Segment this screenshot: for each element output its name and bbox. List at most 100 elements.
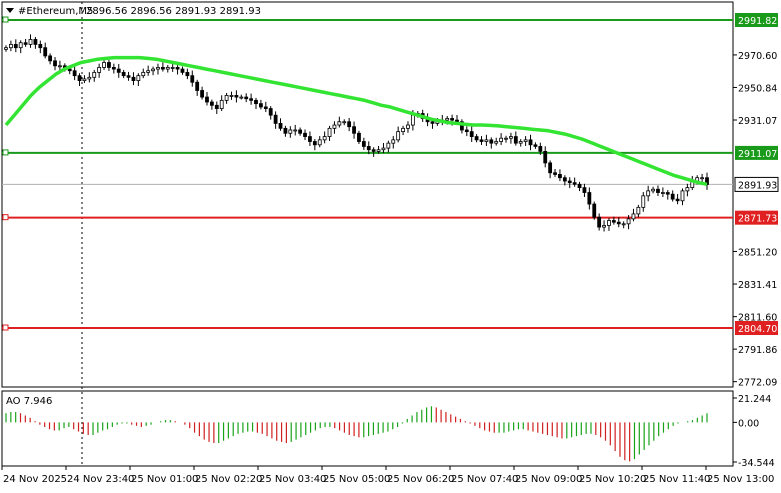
- x-tick-label: 24 Nov 23:40: [67, 474, 134, 485]
- candle-body: [631, 213, 636, 220]
- level-handle[interactable]: [2, 324, 9, 331]
- x-tick-label: 25 Nov 09:00: [515, 474, 582, 485]
- candle-body: [116, 68, 121, 73]
- level-price-tag: [735, 13, 778, 27]
- candle-body: [494, 141, 499, 144]
- candle-body: [283, 127, 288, 134]
- candle-body: [553, 172, 557, 175]
- candle-body: [28, 39, 33, 45]
- candle-body: [616, 221, 621, 225]
- candle-body: [97, 67, 102, 73]
- candle-body: [513, 136, 518, 144]
- ao-panel[interactable]: [1, 390, 734, 467]
- last-price-label: 2891.93: [738, 180, 777, 191]
- moving-average-series: [4, 55, 708, 187]
- candle-body: [111, 67, 116, 70]
- level-handle[interactable]: [2, 149, 9, 156]
- candle-body: [347, 121, 352, 128]
- candle-body: [268, 108, 273, 116]
- candle-body: [602, 225, 606, 228]
- y-tick-label: 2931.07: [738, 116, 777, 127]
- candle-body: [121, 71, 126, 77]
- level-price-tag: [735, 321, 778, 335]
- candle-body: [611, 220, 616, 223]
- candle-body: [376, 149, 381, 152]
- ao-tick-label: -34.544: [738, 458, 775, 469]
- symbol-dropdown-icon[interactable]: [6, 8, 14, 13]
- candle-body: [499, 137, 504, 142]
- candle-body: [543, 150, 548, 164]
- x-tick-label: 25 Nov 01:00: [131, 474, 198, 485]
- candle-body: [651, 188, 655, 192]
- candle-body: [244, 96, 249, 100]
- y-tick-label: 2791.86: [738, 345, 777, 356]
- candle-body: [175, 67, 180, 70]
- candle-body: [567, 180, 572, 184]
- candle-body: [469, 131, 474, 137]
- candle-body: [87, 76, 92, 80]
- horizontal-levels[interactable]: 2991.82 2911.07 2871.73 2804.70: [2, 13, 778, 335]
- candle-body: [410, 114, 415, 126]
- candle-body: [371, 149, 376, 152]
- level-handle[interactable]: [2, 16, 9, 23]
- candle-body: [582, 187, 587, 193]
- level-price-tag: [735, 145, 778, 160]
- candle-body: [205, 96, 209, 103]
- candle-body: [670, 193, 675, 200]
- candle-body: [136, 75, 141, 82]
- candle-body: [160, 67, 165, 70]
- candle-body: [646, 190, 651, 197]
- candle-body: [263, 106, 268, 109]
- candle-body: [391, 139, 396, 144]
- x-tick-label: 25 Nov 10:20: [579, 474, 646, 485]
- level-handle[interactable]: [2, 214, 9, 221]
- candle-body: [386, 142, 391, 149]
- x-tick-label: 25 Nov 03:40: [259, 474, 326, 485]
- candle-body: [278, 123, 283, 129]
- moving-average-line: [4, 55, 708, 187]
- ao-histogram-series: [5, 406, 708, 462]
- x-tick-label: 25 Nov 11:40: [643, 474, 710, 485]
- candle-body: [607, 220, 611, 226]
- candle-body: [396, 131, 401, 141]
- candle-body: [352, 126, 356, 134]
- candle-body: [58, 65, 62, 68]
- candle-body: [185, 71, 190, 77]
- x-tick-label: 25 Nov 05:00: [323, 474, 390, 485]
- candle-body: [621, 223, 626, 226]
- candle-body: [229, 95, 234, 97]
- candle-body: [685, 187, 690, 192]
- candle-body: [474, 136, 479, 141]
- candle-body: [675, 198, 680, 202]
- candle-body: [219, 99, 224, 109]
- level-price-tag: [735, 210, 778, 225]
- candle-body: [455, 119, 459, 123]
- x-tick-label: 25 Nov 07:40: [451, 474, 518, 485]
- candle-body: [572, 182, 577, 185]
- y-tick-label: 2851.20: [738, 247, 777, 258]
- candle-body: [597, 216, 602, 228]
- x-tick-label: 25 Nov 02:20: [195, 474, 262, 485]
- ohlc-values: 2896.56 2896.56 2891.93 2891.93: [86, 6, 261, 17]
- main-panel[interactable]: [1, 1, 734, 388]
- candle-body: [254, 99, 258, 105]
- level-price-label: 2991.82: [738, 16, 777, 27]
- ao-tick-label: 0.00: [738, 418, 759, 429]
- candle-body: [273, 114, 278, 124]
- candle-body: [538, 146, 543, 152]
- candle-body: [165, 67, 170, 70]
- candle-body: [401, 127, 405, 133]
- level-price-label: 2804.70: [738, 324, 777, 335]
- candle-body: [484, 139, 489, 142]
- candle-body: [322, 136, 327, 141]
- candle-body: [518, 141, 523, 144]
- candle-body: [156, 67, 160, 70]
- candle-body: [48, 55, 53, 62]
- price-axis[interactable]: 2970.60 2950.84 2931.07 2851.20 2831.41 2811.…: [733, 51, 779, 389]
- candle-body: [288, 129, 293, 134]
- candle-body: [92, 71, 97, 78]
- candle-body: [214, 104, 219, 109]
- last-price-tag: [734, 176, 779, 192]
- candle-body: [18, 42, 23, 49]
